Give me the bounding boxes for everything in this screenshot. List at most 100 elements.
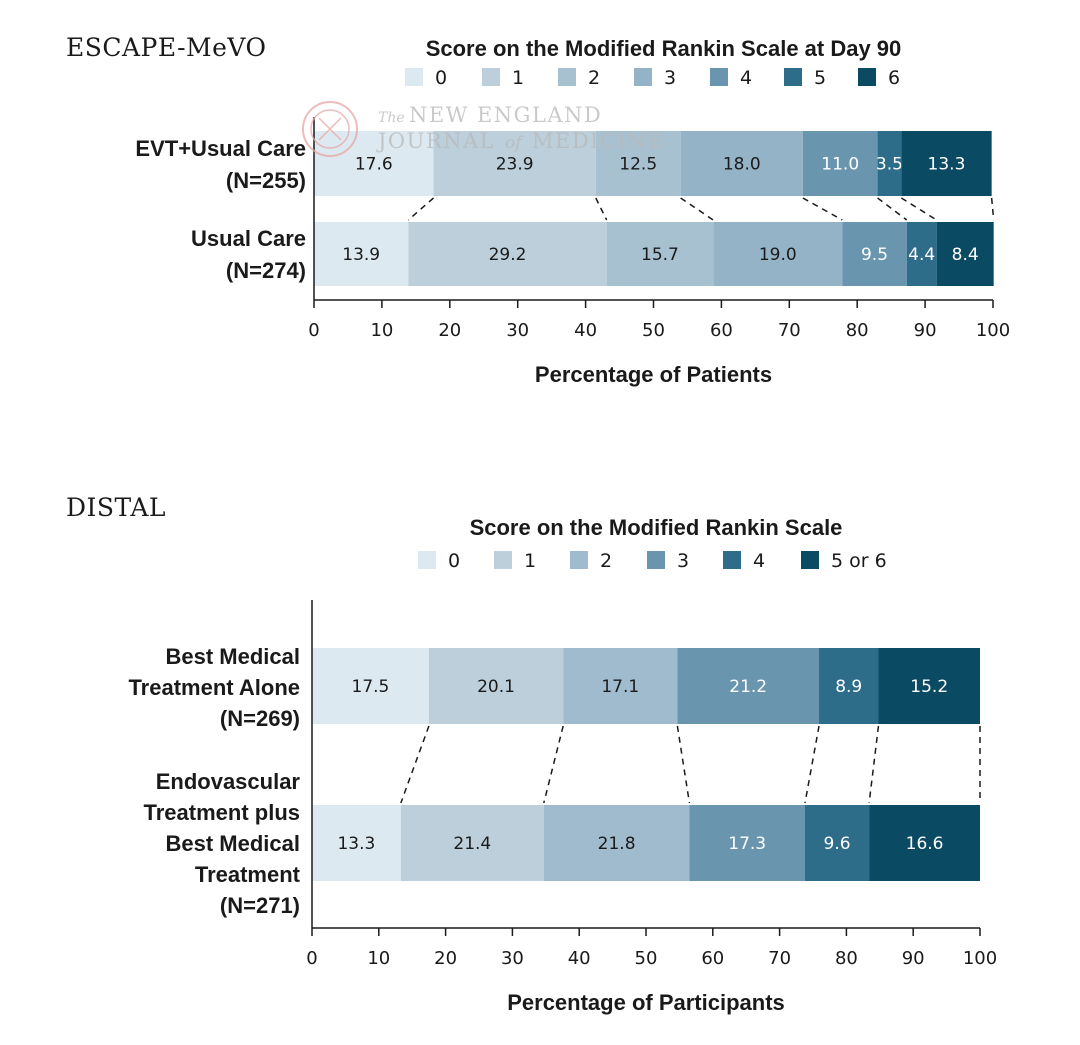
legend-label-0-5: 5	[814, 67, 826, 89]
connector-line-1-4	[804, 725, 820, 804]
bar-segment-1-0-5	[878, 648, 980, 724]
legend-label-0-0: 0	[435, 67, 447, 89]
data-label-0-1-4: 9.5	[861, 245, 888, 265]
x-tick-label-0-3: 30	[506, 320, 529, 341]
bar-segment-1-0-3	[677, 648, 820, 724]
legend-swatch-0-1	[482, 68, 500, 86]
bar-segment-1-1-2	[543, 805, 690, 881]
bar-segment-0-0-3	[680, 131, 803, 196]
bar-segment-1-1-0	[312, 805, 401, 881]
bar-segment-0-0-6	[901, 131, 992, 196]
row-label-0-0-0: EVT+Usual Care	[135, 136, 306, 161]
legend-swatch-0-4	[710, 68, 728, 86]
data-label-1-0-1: 20.1	[477, 677, 515, 697]
bar-segment-0-0-5	[877, 131, 902, 196]
connector-line-1-1	[400, 725, 430, 804]
data-label-1-1-5: 16.6	[906, 834, 944, 854]
panel-title-distal: DISTAL	[66, 493, 167, 522]
row-label-1-1-0: Endovascular	[156, 769, 301, 794]
bar-segment-0-1-5	[906, 222, 937, 286]
data-label-0-0-3: 18.0	[723, 155, 761, 175]
x-tick-label-1-5: 50	[635, 948, 658, 969]
bar-segment-0-0-1	[433, 131, 596, 196]
connector-line-1-5	[868, 725, 880, 804]
watermark-journal: JOURNAL	[376, 129, 495, 153]
row-label-0-1-1: (N=274)	[226, 258, 306, 283]
bar-segment-1-0-0	[312, 648, 429, 724]
x-tick-label-0-2: 20	[438, 320, 461, 341]
legend-label-0-3: 3	[664, 67, 676, 89]
legend-swatch-1-4	[723, 551, 741, 569]
legend-label-1-0: 0	[448, 550, 460, 572]
bar-segment-0-0-0	[314, 131, 434, 196]
row-label-0-1-0: Usual Care	[191, 226, 306, 251]
data-label-0-1-1: 29.2	[489, 245, 527, 265]
bar-segment-1-1-3	[689, 805, 805, 881]
data-label-1-0-2: 17.1	[601, 677, 639, 697]
legend-label-1-4: 4	[753, 550, 765, 572]
connector-line-1-3	[676, 725, 691, 804]
x-tick-label-0-1: 10	[370, 320, 393, 341]
row-label-0-0-1: (N=255)	[226, 168, 306, 193]
data-label-1-0-5: 15.2	[910, 677, 948, 697]
panel-title-escape-mevo: ESCAPE-MeVO	[66, 33, 267, 62]
bar-segment-0-1-4	[842, 222, 907, 286]
x-tick-label-1-6: 60	[701, 948, 724, 969]
data-label-0-1-3: 19.0	[759, 245, 797, 265]
connector-line-0-7	[990, 197, 995, 221]
connector-line-0-1	[407, 197, 434, 221]
bar-segment-0-0-2	[595, 131, 681, 196]
x-tick-label-0-10: 100	[976, 320, 1010, 341]
bar-segment-0-1-2	[606, 222, 714, 286]
data-label-1-0-3: 21.2	[729, 677, 767, 697]
bar-segment-1-0-2	[563, 648, 678, 724]
data-label-0-0-1: 23.9	[496, 155, 534, 175]
legend-swatch-1-3	[647, 551, 665, 569]
data-label-0-1-6: 8.4	[952, 245, 979, 265]
chart-title-1: Score on the Modified Rankin Scale	[470, 515, 843, 540]
bar-segment-0-1-3	[713, 222, 843, 286]
legend-swatch-1-1	[494, 551, 512, 569]
data-label-1-1-3: 17.3	[728, 834, 766, 854]
data-label-1-1-2: 21.8	[598, 834, 636, 854]
watermark-the: The	[378, 110, 405, 126]
x-tick-label-1-2: 20	[434, 948, 457, 969]
data-label-0-1-2: 15.7	[641, 245, 679, 265]
bar-segment-0-0-4	[802, 131, 878, 196]
chart-title-0: Score on the Modified Rankin Scale at Da…	[426, 36, 902, 61]
x-tick-label-1-9: 90	[902, 948, 925, 969]
watermark-of: of	[505, 133, 524, 153]
x-tick-label-1-4: 40	[568, 948, 591, 969]
bar-segment-1-1-1	[400, 805, 544, 881]
bar-segment-1-1-5	[869, 805, 980, 881]
legend-swatch-0-2	[558, 68, 576, 86]
data-label-1-0-4: 8.9	[835, 677, 862, 697]
bar-segment-1-0-1	[428, 648, 564, 724]
data-label-0-1-0: 13.9	[342, 245, 380, 265]
data-label-0-0-4: 11.0	[821, 155, 859, 175]
connector-line-1-2	[543, 725, 564, 804]
connector-line-0-2	[595, 197, 608, 221]
legend-label-1-2: 2	[600, 550, 612, 572]
watermark-seal-outer-icon	[302, 101, 358, 157]
legend-swatch-0-5	[784, 68, 802, 86]
x-tick-label-0-9: 90	[914, 320, 937, 341]
row-label-1-1-4: (N=271)	[220, 893, 300, 918]
data-label-0-0-0: 17.6	[355, 155, 393, 175]
watermark-seal-inner-icon	[310, 109, 350, 149]
x-tick-label-1-8: 80	[835, 948, 858, 969]
data-label-1-1-4: 9.6	[824, 834, 851, 854]
legend-swatch-1-5	[801, 551, 819, 569]
x-tick-label-1-3: 30	[501, 948, 524, 969]
x-tick-label-1-0: 0	[306, 948, 317, 969]
x-tick-label-1-1: 10	[367, 948, 390, 969]
data-label-0-0-2: 12.5	[619, 155, 657, 175]
connector-line-0-4	[802, 197, 843, 221]
bar-segment-1-0-4	[819, 648, 879, 724]
row-label-1-1-2: Best Medical	[166, 831, 301, 856]
row-label-1-1-1: Treatment plus	[144, 800, 300, 825]
x-tick-label-0-7: 70	[778, 320, 801, 341]
watermark-medicine: MEDICINE	[532, 129, 664, 153]
watermark-seal-mark-icon	[318, 117, 342, 141]
